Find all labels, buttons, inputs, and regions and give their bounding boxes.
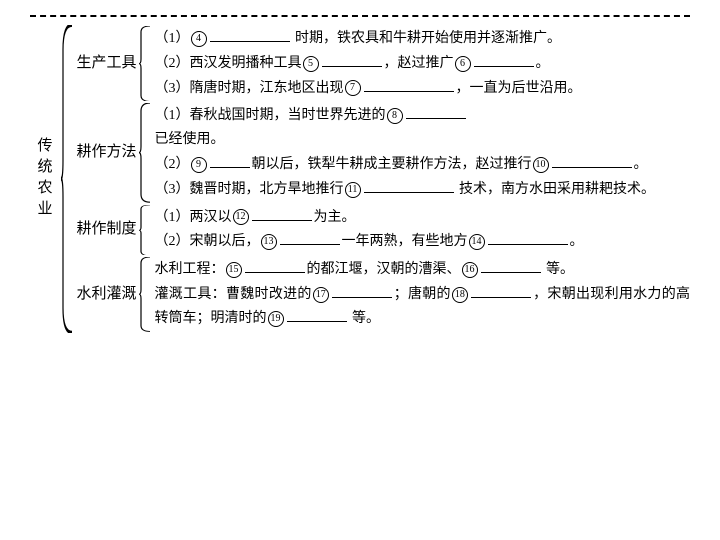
sections-container: 生产工具（1）4 时期，铁农具和牛耕开始使用并逐渐推广。（2）西汉发明播种工具5…	[73, 25, 691, 333]
section-bracket	[139, 257, 151, 331]
fill-blank	[322, 52, 382, 67]
section-label: 耕作方法	[73, 103, 139, 202]
section-label: 水利灌溉	[73, 257, 139, 331]
section-label: 生产工具	[73, 26, 139, 101]
fill-blank	[364, 178, 454, 193]
tree-root: 传统农业 生产工具（1）4 时期，铁农具和牛耕开始使用并逐渐推广。（2）西汉发明…	[30, 25, 690, 333]
circled-number-icon: 19	[268, 311, 284, 327]
fill-blank	[210, 27, 290, 42]
fill-blank	[406, 104, 466, 119]
fill-blank	[332, 283, 392, 298]
section-bracket	[139, 205, 151, 256]
section: 水利灌溉水利工程：15的都江堰，汉朝的漕渠、16 等。灌溉工具：曹魏时改进的17…	[73, 257, 691, 331]
fill-blank	[471, 283, 531, 298]
page-top-border	[30, 15, 690, 17]
content-line: （3）隋唐时期，江东地区出现7，一直为后世沿用。	[155, 77, 690, 101]
content-line: （1）4 时期，铁农具和牛耕开始使用并逐渐推广。	[155, 27, 690, 51]
section-content: （1）4 时期，铁农具和牛耕开始使用并逐渐推广。（2）西汉发明播种工具5，赵过推…	[151, 26, 690, 101]
circled-number-icon: 7	[345, 80, 361, 96]
section-content: 水利工程：15的都江堰，汉朝的漕渠、16 等。灌溉工具：曹魏时改进的17；唐朝的…	[151, 257, 690, 331]
section-content: （1）春秋战国时期，当时世界先进的8已经使用。（2）9朝以后，铁犁牛耕成主要耕作…	[151, 103, 690, 202]
fill-blank	[474, 52, 534, 67]
root-label: 传统农业	[30, 25, 61, 333]
fill-blank	[481, 258, 541, 273]
section-bracket	[139, 103, 151, 202]
fill-blank	[245, 258, 305, 273]
content-line: （1）春秋战国时期，当时世界先进的8已经使用。	[155, 104, 690, 152]
circled-number-icon: 17	[313, 287, 329, 303]
section: 耕作制度（1）两汉以12为主。（2）宋朝以后，13一年两熟，有些地方14。	[73, 205, 691, 256]
circled-number-icon: 12	[233, 209, 249, 225]
fill-blank	[287, 307, 347, 322]
circled-number-icon: 14	[469, 234, 485, 250]
circled-number-icon: 11	[345, 182, 361, 198]
content-line: （2）宋朝以后，13一年两熟，有些地方14。	[155, 230, 690, 254]
section: 生产工具（1）4 时期，铁农具和牛耕开始使用并逐渐推广。（2）西汉发明播种工具5…	[73, 26, 691, 101]
content-line: 灌溉工具：曹魏时改进的17；唐朝的18，宋朝出现利用水力的高转筒车；明清时的19…	[155, 283, 690, 331]
fill-blank	[210, 153, 250, 168]
circled-number-icon: 8	[387, 108, 403, 124]
content-line: （3）魏晋时期，北方旱地推行11 技术，南方水田采用耕耙技术。	[155, 178, 690, 202]
fill-blank	[252, 206, 312, 221]
section-label: 耕作制度	[73, 205, 139, 256]
circled-number-icon: 13	[261, 234, 277, 250]
content-line: （2）9朝以后，铁犁牛耕成主要耕作方法，赵过推行10。	[155, 153, 690, 177]
circled-number-icon: 15	[226, 262, 242, 278]
fill-blank	[552, 153, 632, 168]
section-content: （1）两汉以12为主。（2）宋朝以后，13一年两熟，有些地方14。	[151, 205, 690, 256]
circled-number-icon: 18	[452, 287, 468, 303]
circled-number-icon: 10	[533, 157, 549, 173]
content-line: （1）两汉以12为主。	[155, 206, 690, 230]
root-bracket	[61, 25, 73, 333]
content-line: 水利工程：15的都江堰，汉朝的漕渠、16 等。	[155, 258, 690, 282]
fill-blank	[364, 77, 454, 92]
content-line: （2）西汉发明播种工具5，赵过推广6。	[155, 52, 690, 76]
circled-number-icon: 5	[303, 56, 319, 72]
fill-blank	[488, 230, 568, 245]
circled-number-icon: 4	[191, 31, 207, 47]
circled-number-icon: 9	[191, 157, 207, 173]
circled-number-icon: 6	[455, 56, 471, 72]
circled-number-icon: 16	[462, 262, 478, 278]
section-bracket	[139, 26, 151, 101]
section: 耕作方法（1）春秋战国时期，当时世界先进的8已经使用。（2）9朝以后，铁犁牛耕成…	[73, 103, 691, 202]
fill-blank	[280, 230, 340, 245]
